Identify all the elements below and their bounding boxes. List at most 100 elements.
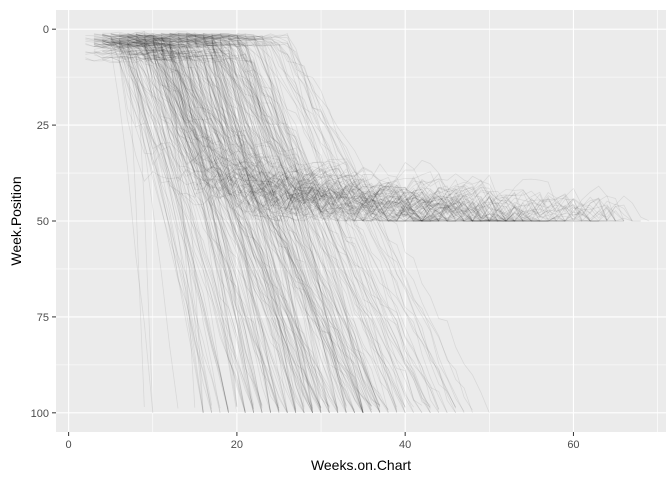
series-line [144, 35, 313, 413]
series-line [152, 42, 271, 413]
series-line [211, 42, 347, 409]
series-line [127, 33, 372, 406]
series-line [102, 35, 213, 409]
series-line [119, 42, 515, 222]
series-line [127, 44, 322, 413]
series-line [93, 38, 204, 413]
series-line [135, 33, 263, 413]
y-tick-label: 75 [37, 312, 49, 324]
series-line [93, 44, 313, 413]
series-line [186, 43, 381, 410]
series-line [102, 42, 221, 409]
series-line [194, 42, 347, 413]
series-line [144, 54, 624, 222]
series-line [119, 44, 641, 222]
series-line [135, 41, 330, 408]
series-line [93, 42, 246, 413]
series-line [118, 42, 322, 409]
series-line [93, 42, 255, 408]
series-line [177, 39, 347, 413]
series-line [110, 33, 288, 413]
series-line [127, 36, 213, 406]
series-line [236, 41, 457, 409]
series-line [93, 38, 229, 413]
series-line [186, 34, 406, 413]
series-line [93, 37, 566, 222]
series-line [118, 40, 439, 222]
series-line [161, 57, 625, 222]
series-line [135, 33, 238, 408]
series-line [152, 38, 650, 222]
series-line [203, 36, 414, 413]
series-line [135, 35, 431, 222]
series-line [152, 38, 398, 408]
series-line [85, 44, 154, 413]
series-line [127, 37, 616, 222]
series-line [119, 40, 255, 406]
series-line [203, 36, 423, 406]
series-line [135, 33, 389, 413]
series-line [102, 38, 179, 409]
series-line [194, 36, 322, 411]
series-line [119, 35, 339, 413]
series-line [93, 33, 213, 413]
series-line [102, 35, 280, 413]
x-tick-label: 60 [567, 439, 579, 451]
series-line [102, 49, 524, 222]
series-line [169, 32, 356, 413]
series-line [93, 36, 288, 413]
series-line [236, 34, 465, 413]
series-line [220, 37, 398, 412]
series-line [110, 31, 423, 222]
grid-major [56, 10, 666, 432]
series-line [110, 42, 431, 222]
series-line [119, 42, 549, 222]
series-line [119, 38, 297, 413]
series-line [135, 43, 473, 222]
series-line [194, 35, 440, 410]
series-line [102, 38, 608, 222]
series-line [161, 37, 481, 222]
series-line [110, 35, 339, 408]
series-line [118, 35, 297, 413]
series-line [144, 51, 238, 406]
series-line [177, 33, 423, 414]
series-line [186, 39, 305, 413]
series-line [110, 40, 313, 409]
series-line [161, 52, 507, 222]
series-line [110, 32, 625, 222]
series-line [135, 40, 255, 413]
series-line [194, 42, 448, 413]
series-line [85, 50, 515, 222]
series-line [194, 42, 381, 406]
series-line [135, 50, 507, 222]
series-line [203, 36, 313, 413]
x-axis-ticks: 0 20 40 60 [66, 432, 580, 451]
series-line [161, 38, 339, 413]
series-line [152, 43, 271, 413]
series-line [93, 40, 288, 414]
series-line [119, 38, 356, 413]
series-line [135, 35, 364, 411]
series-line [119, 36, 263, 413]
series-line [211, 39, 322, 413]
series-line [127, 52, 490, 222]
series-line [135, 39, 381, 413]
series-line [194, 40, 313, 410]
series-line [93, 44, 213, 413]
series-line [102, 42, 263, 409]
series-line [127, 50, 498, 222]
series-line [144, 45, 457, 222]
series-line [102, 31, 582, 222]
series-line [93, 45, 154, 413]
series-line [203, 36, 364, 413]
series-line [220, 33, 364, 412]
series-line [186, 39, 381, 413]
series-line [85, 39, 229, 410]
series-line [127, 36, 297, 413]
series-line [144, 49, 608, 222]
series-line [161, 36, 633, 222]
series-line [93, 50, 641, 222]
series-line [102, 58, 540, 222]
series-line [102, 34, 322, 408]
